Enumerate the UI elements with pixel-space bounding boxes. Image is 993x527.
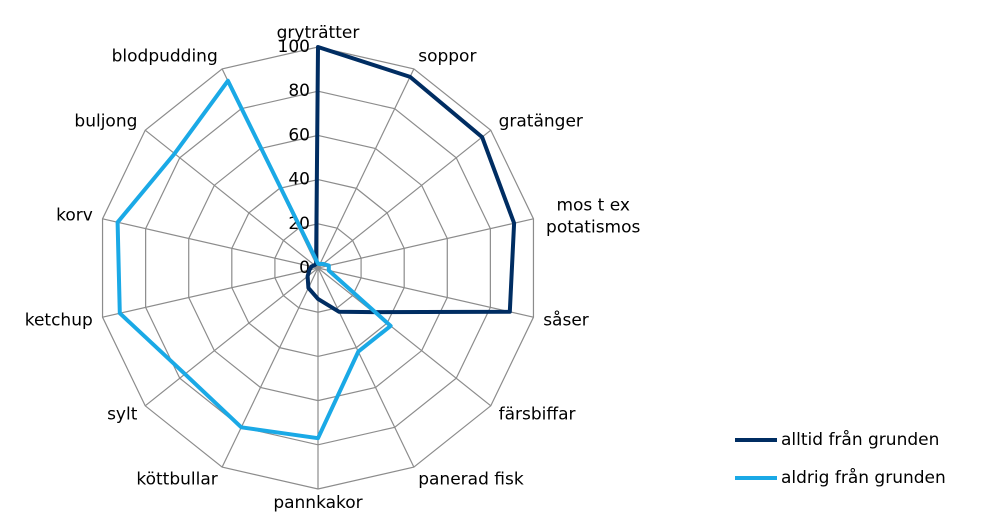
spoke	[221, 267, 319, 468]
category-label: sylt	[107, 405, 138, 425]
spoke	[317, 267, 534, 318]
category-label: panerad fisk	[418, 470, 524, 490]
legend-label: alltid från grunden	[781, 429, 939, 450]
spoke	[102, 267, 319, 318]
spoke	[144, 129, 319, 269]
spoke	[317, 218, 534, 269]
category-label: såser	[543, 309, 589, 330]
spoke	[102, 218, 319, 269]
r-tick-label: 80	[288, 81, 310, 101]
spoke	[317, 129, 492, 269]
series-line	[305, 45, 517, 315]
category-label: köttbullar	[136, 470, 217, 490]
category-label: ketchup	[25, 310, 93, 330]
r-tick-label: 60	[288, 125, 310, 145]
r-tick-label: 0	[299, 258, 310, 278]
r-tick-label: 40	[288, 170, 310, 190]
spoke	[317, 68, 415, 269]
spoke	[317, 267, 415, 468]
category-label: buljong	[74, 111, 137, 131]
category-label: färsbiffar	[499, 405, 576, 425]
category-label: pannkakor	[273, 493, 362, 513]
category-label: blodpudding	[112, 46, 218, 66]
category-label-line: mos t ex	[556, 196, 630, 216]
category-label-line: potatismos	[546, 218, 640, 238]
category-label: gryträtter	[277, 23, 360, 43]
r-tick-label: 100	[278, 37, 310, 57]
spoke	[317, 267, 492, 407]
category-label: mos t ex potatismos	[546, 196, 640, 238]
category-label: gratänger	[499, 111, 583, 131]
series-line	[115, 78, 393, 441]
legend-label: aldrig från grunden	[781, 467, 946, 488]
category-label: korv	[56, 206, 93, 226]
spoke	[144, 267, 319, 407]
category-label: soppor	[418, 46, 476, 66]
